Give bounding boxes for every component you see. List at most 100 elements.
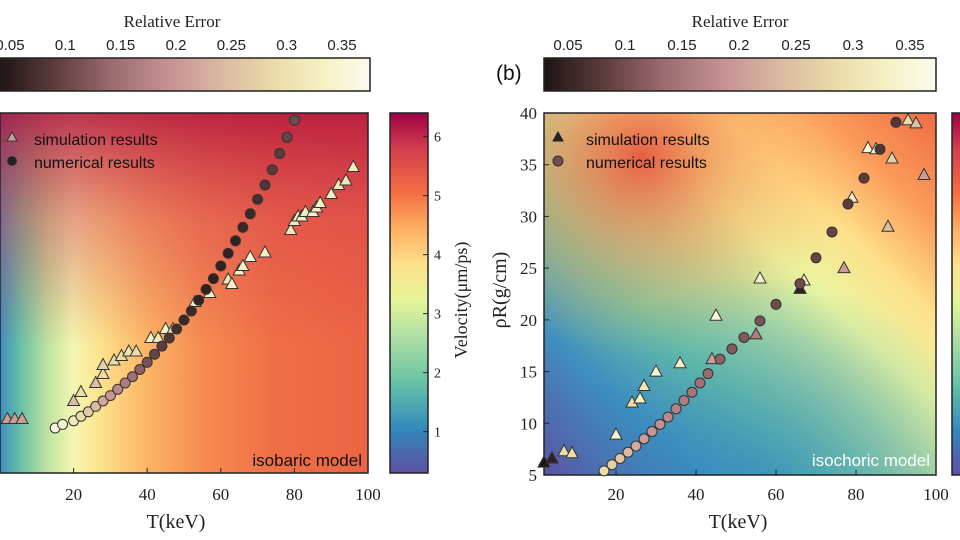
numerical-result-marker bbox=[646, 426, 658, 438]
panel-a-velocity-colorbar bbox=[389, 112, 429, 474]
simulation-result-marker bbox=[901, 112, 915, 126]
panel-b-x-tick-label: 20 bbox=[608, 485, 625, 504]
numerical-result-marker bbox=[890, 116, 902, 128]
panel-a-legend-simulation: simulation results bbox=[34, 132, 158, 149]
panel-b-model-label: isochoric model bbox=[812, 451, 930, 470]
panel-b-x-ticks: 20 40 60 80 100 bbox=[608, 470, 949, 504]
numerical-result-marker bbox=[90, 400, 102, 412]
simulation-result-marker bbox=[709, 308, 723, 321]
numerical-result-marker bbox=[726, 343, 738, 355]
numerical-result-marker bbox=[200, 283, 212, 295]
simulation-result-marker bbox=[236, 258, 250, 271]
numerical-result-marker bbox=[281, 131, 293, 143]
velocity-tick-label: 1 bbox=[434, 426, 441, 441]
panel-a-background-overlay bbox=[0, 113, 368, 473]
numerical-result-marker bbox=[207, 273, 219, 285]
numerical-result-marker bbox=[598, 465, 610, 477]
panel-b-y-tick-label: 10 bbox=[520, 414, 537, 433]
panel-b-error-bar-title: Relative Error bbox=[692, 12, 789, 31]
velocity-tick-label: 2 bbox=[434, 367, 441, 382]
numerical-result-marker bbox=[654, 418, 666, 430]
numerical-result-marker bbox=[670, 403, 682, 415]
simulation-result-marker bbox=[96, 366, 110, 379]
panel-b-panel-label: (b) bbox=[496, 62, 522, 85]
numerical-result-marker bbox=[252, 193, 264, 205]
simulation-result-marker bbox=[66, 393, 81, 406]
simulation-result-marker bbox=[224, 276, 239, 289]
simulation-result-marker bbox=[649, 364, 663, 377]
simulation-result-marker bbox=[15, 411, 29, 424]
numerical-result-marker bbox=[104, 390, 116, 402]
panel-a-x-tick-label: 40 bbox=[139, 485, 156, 504]
numerical-result-marker bbox=[826, 226, 838, 238]
numerical-result-marker bbox=[156, 340, 168, 352]
panel-a-error-tick-label: 0.1 bbox=[55, 37, 76, 54]
numerical-result-marker bbox=[119, 377, 131, 389]
panel-b: Relative Error 0.05 0.1 0.15 0.2 0.25 0.3 0.35… bbox=[489, 12, 960, 533]
numerical-result-marker bbox=[738, 331, 750, 343]
panel-b-error-colorbar bbox=[543, 57, 937, 92]
numerical-result-marker bbox=[230, 235, 242, 247]
panel-b-x-tick-label: 40 bbox=[688, 485, 705, 504]
numerical-result-marker bbox=[266, 164, 278, 176]
panel-a-x-tick-label: 20 bbox=[65, 485, 82, 504]
panel-b-y-axis-label: ρR(g/cm) bbox=[489, 252, 511, 329]
numerical-result-marker bbox=[638, 433, 650, 445]
numerical-result-marker bbox=[714, 353, 726, 365]
simulation-result-marker bbox=[861, 140, 875, 154]
numerical-result-marker bbox=[185, 305, 197, 317]
panel-b-y-tick-label: 20 bbox=[520, 311, 537, 330]
panel-a-legend-triangle-icon bbox=[6, 130, 18, 142]
numerical-result-marker bbox=[694, 377, 706, 389]
numerical-result-marker bbox=[141, 356, 153, 368]
numerical-result-marker bbox=[193, 294, 205, 306]
panel-a-error-colorbar bbox=[0, 57, 371, 92]
simulation-result-marker bbox=[88, 375, 103, 388]
simulation-result-marker bbox=[258, 244, 272, 258]
numerical-result-marker bbox=[149, 348, 161, 360]
simulation-result-marker bbox=[885, 150, 899, 164]
panel-a-x-tick-label: 60 bbox=[212, 485, 229, 504]
simulation-result-marker bbox=[324, 186, 339, 199]
simulation-result-marker bbox=[565, 445, 579, 459]
simulation-result-marker bbox=[753, 270, 767, 284]
panel-a-legend-circle-icon bbox=[7, 156, 17, 166]
numerical-result-marker bbox=[57, 418, 69, 430]
panel-a-error-tick-label: 0.25 bbox=[217, 37, 246, 54]
panel-b-error-tick-label: 0.15 bbox=[667, 37, 696, 54]
numerical-result-marker bbox=[614, 452, 626, 464]
panel-a-error-bar-ticks: 0.05 0.1 0.15 0.2 0.25 0.3 0.35 bbox=[0, 37, 357, 54]
panel-a-x-axis-label: T(keV) bbox=[147, 511, 206, 533]
numerical-result-marker bbox=[244, 208, 256, 220]
simulation-result-marker bbox=[243, 249, 258, 262]
panel-a-error-tick-label: 0.15 bbox=[106, 37, 135, 54]
velocity-tick-label: 3 bbox=[434, 308, 441, 323]
panel-b-legend-triangle-icon bbox=[552, 130, 564, 142]
panel-a-velocity-label: Velocity(μm/ps) bbox=[451, 242, 472, 359]
panel-a-x-ticks: 20 40 60 80 100 bbox=[65, 468, 381, 504]
numerical-result-marker bbox=[662, 411, 674, 423]
numerical-result-marker bbox=[842, 198, 854, 210]
panel-b-error-tick-label: 0.25 bbox=[781, 37, 810, 54]
numerical-result-marker bbox=[97, 395, 109, 407]
simulation-result-marker bbox=[673, 355, 687, 369]
panel-a-error-bar-title: Relative Error bbox=[124, 12, 221, 31]
simulation-result-marker bbox=[749, 326, 763, 340]
panel-b-legend-simulation: simulation results bbox=[586, 132, 710, 149]
panel-b-error-tick-label: 0.05 bbox=[553, 37, 582, 54]
simulation-result-marker bbox=[917, 167, 931, 181]
simulation-result-marker bbox=[339, 172, 353, 186]
panel-b-plot-frame bbox=[543, 112, 937, 476]
numerical-result-marker bbox=[858, 172, 870, 184]
simulation-result-marker bbox=[74, 384, 88, 397]
simulation-result-marker bbox=[909, 115, 923, 129]
panel-b-x-tick-label: 100 bbox=[923, 485, 949, 504]
velocity-tick-label: 5 bbox=[434, 190, 441, 205]
panel-b-legend: simulation results numerical results bbox=[552, 130, 710, 172]
panel-a-error-tick-label: 0.05 bbox=[0, 37, 25, 54]
simulation-result-marker bbox=[313, 195, 328, 208]
panel-a-plot-frame bbox=[0, 112, 369, 474]
panel-b-error-bar-ticks: 0.05 0.1 0.15 0.2 0.25 0.3 0.35 bbox=[553, 37, 924, 54]
numerical-result-marker bbox=[274, 148, 286, 159]
panel-b-error-tick-label: 0.35 bbox=[895, 37, 924, 54]
